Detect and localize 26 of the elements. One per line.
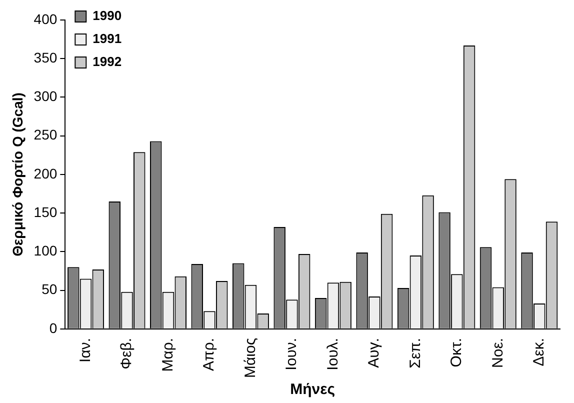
- y-tick-label: 350: [34, 49, 58, 66]
- x-tick-label: Ιουν.: [283, 338, 300, 370]
- x-tick-label: Φεβ.: [118, 338, 136, 370]
- x-tick-label: Αυγ.: [366, 338, 383, 368]
- y-tick-label: 200: [34, 165, 58, 182]
- x-tick-label: Μαρ.: [159, 338, 176, 372]
- x-tick-label: Ιουλ.: [324, 338, 342, 370]
- x-tick-label: Οκτ.: [448, 338, 466, 368]
- y-tick-label: 0: [49, 320, 58, 336]
- x-tick-label: Απρ.: [200, 338, 218, 371]
- x-tick-label: Ιαν.: [76, 338, 94, 362]
- x-tick-label: Μάιος: [242, 338, 259, 378]
- x-tick-label: Δεκ.: [530, 338, 548, 366]
- x-axis-title: Μήνες: [290, 381, 336, 398]
- legend-label: 1991: [92, 31, 122, 46]
- y-tick-label: 50: [42, 281, 58, 298]
- x-tick-label: Σεπ.: [406, 338, 424, 368]
- legend-label: 1992: [92, 54, 122, 70]
- legend-label: 1990: [92, 8, 122, 24]
- x-tick-label: Νοε.: [489, 338, 506, 368]
- y-tick-label: 100: [34, 242, 58, 259]
- y-tick-label: 300: [34, 88, 58, 104]
- y-tick-label: 250: [34, 126, 58, 143]
- y-axis-title: Θερμικό Φορτίο Q (Gcal): [9, 92, 26, 256]
- y-tick-label: 150: [34, 204, 58, 220]
- y-tick-label: 400: [34, 10, 58, 27]
